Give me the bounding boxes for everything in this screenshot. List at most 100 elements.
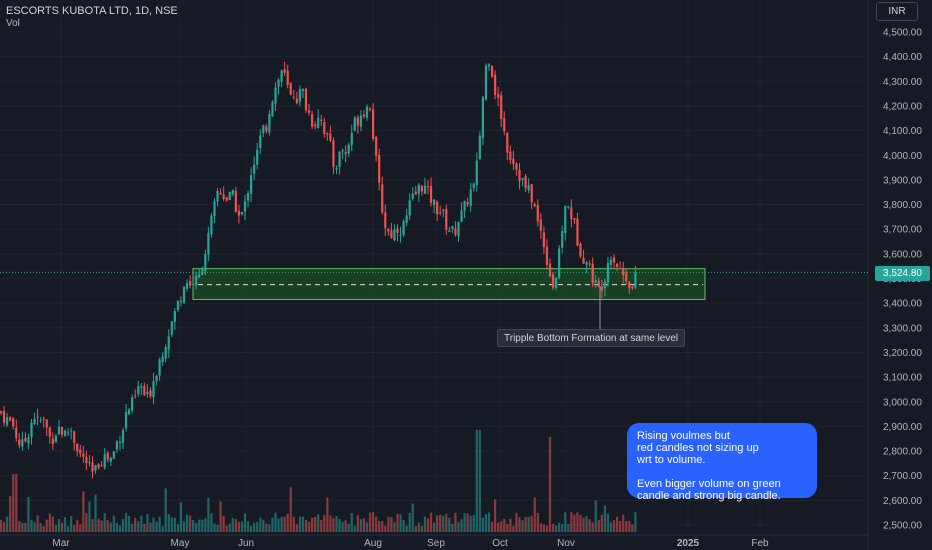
candle-body bbox=[0, 411, 3, 413]
volume-bar bbox=[234, 519, 237, 532]
candle-body bbox=[585, 262, 588, 265]
volume-bar bbox=[332, 518, 335, 532]
candle-body bbox=[463, 200, 466, 211]
volume-bar bbox=[350, 512, 353, 532]
volume-bar bbox=[314, 516, 317, 532]
candle-body bbox=[246, 192, 250, 201]
volume-bar bbox=[118, 525, 122, 532]
volume-bar bbox=[353, 525, 356, 532]
candle-body bbox=[445, 209, 448, 230]
volume-bar bbox=[375, 516, 378, 532]
volume-bar bbox=[256, 521, 259, 532]
candle-body bbox=[51, 438, 54, 445]
candle-body bbox=[271, 101, 274, 117]
volume-bar bbox=[164, 488, 167, 532]
volume-bar bbox=[6, 516, 9, 532]
volume-bar bbox=[551, 523, 555, 532]
candle-body bbox=[512, 158, 515, 165]
volume-bar bbox=[378, 521, 381, 532]
volume-bar bbox=[619, 521, 622, 532]
candle-body bbox=[131, 397, 134, 411]
volume-bar bbox=[527, 517, 530, 532]
candle-body bbox=[359, 115, 362, 127]
price-axis[interactable]: 4,500.00 4,400.00 4,300.00 4,200.00 4,100.00… bbox=[883, 28, 922, 532]
volume-bar bbox=[204, 518, 207, 532]
candle-body bbox=[555, 277, 558, 289]
candle-body bbox=[609, 259, 613, 265]
candle-body bbox=[152, 381, 155, 398]
candle-body bbox=[207, 232, 210, 255]
candles bbox=[0, 61, 637, 479]
volume-bar bbox=[433, 522, 436, 532]
currency-button[interactable]: INR bbox=[876, 2, 918, 21]
y-tick-label: 3,400.00 bbox=[883, 299, 922, 310]
candle-body bbox=[396, 228, 399, 234]
volume-bar bbox=[167, 514, 170, 532]
volume-label: Vol bbox=[6, 18, 20, 29]
candle-body bbox=[411, 193, 414, 199]
x-tick-label: Jun bbox=[238, 538, 254, 549]
candle-body bbox=[198, 274, 201, 278]
candle-body bbox=[420, 186, 423, 192]
volume-bar bbox=[82, 491, 85, 532]
volume-bar bbox=[445, 513, 448, 532]
volume-bar bbox=[33, 522, 36, 532]
candle-body bbox=[295, 98, 298, 104]
candle-body bbox=[622, 268, 625, 276]
volume-bar bbox=[384, 525, 387, 532]
candle-body bbox=[365, 106, 369, 118]
candle-body bbox=[323, 122, 326, 135]
candle-body bbox=[368, 108, 372, 110]
volume-bar bbox=[408, 512, 411, 532]
volume-bar bbox=[124, 512, 128, 532]
candle-body bbox=[384, 212, 387, 228]
volume-bar bbox=[170, 517, 173, 532]
volume-bar bbox=[250, 525, 253, 532]
volume-bar bbox=[246, 521, 250, 532]
volume-bar bbox=[176, 524, 179, 532]
y-tick-label: 3,300.00 bbox=[883, 323, 922, 334]
volume-bar bbox=[326, 497, 329, 532]
candle-body bbox=[192, 283, 195, 285]
volume-bar bbox=[466, 513, 469, 532]
volume-bar bbox=[210, 513, 213, 532]
volume-bar bbox=[295, 524, 298, 532]
volume-bar bbox=[420, 525, 423, 532]
candle-body bbox=[298, 89, 301, 102]
volume-bar bbox=[390, 517, 393, 532]
candle-body bbox=[149, 390, 152, 397]
candle-body bbox=[228, 191, 231, 200]
volume-bar bbox=[277, 518, 280, 532]
volume-bar bbox=[472, 514, 475, 532]
volume-bar bbox=[63, 517, 67, 532]
candle-body bbox=[54, 435, 57, 443]
candle-body bbox=[524, 176, 527, 189]
candle-body bbox=[128, 409, 131, 415]
volume-bar bbox=[79, 524, 82, 532]
candle-body bbox=[243, 201, 247, 212]
triple-bottom-annotation: Tripple Bottom Formation at same level bbox=[497, 329, 686, 347]
candle-body bbox=[332, 140, 335, 167]
candle-body bbox=[39, 419, 42, 421]
candle-body bbox=[597, 280, 600, 287]
volume-bar bbox=[530, 515, 533, 532]
volume-bar bbox=[60, 522, 64, 532]
candle-body bbox=[195, 275, 198, 286]
volume-bar bbox=[24, 522, 27, 532]
candle-body bbox=[201, 269, 204, 275]
candle-body bbox=[63, 430, 67, 437]
candle-body bbox=[439, 212, 442, 214]
candle-body bbox=[15, 427, 18, 438]
volume-bar bbox=[45, 519, 48, 532]
volume-note: Rising voulmes but red candles not sizin… bbox=[627, 423, 817, 502]
candle-body bbox=[475, 160, 478, 186]
candle-body bbox=[311, 114, 314, 127]
candle-body bbox=[240, 211, 244, 215]
time-axis[interactable]: Mar May Jun Aug Sep Oct Nov 2025 Feb bbox=[52, 538, 769, 549]
volume-bar bbox=[463, 513, 466, 532]
volume-bar bbox=[54, 524, 57, 532]
candle-body bbox=[82, 453, 85, 457]
candle-body bbox=[448, 230, 451, 232]
volume-bar bbox=[451, 523, 454, 532]
